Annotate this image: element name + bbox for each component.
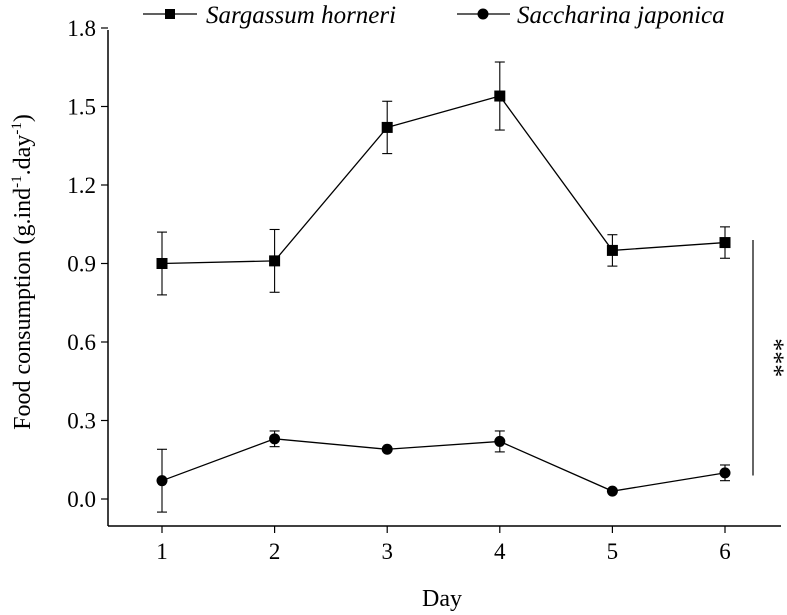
y-tick-label: 1.2 [67, 173, 96, 198]
series-line-sargassum-horneri [161, 95, 726, 265]
y-ticks: 0.0 0.3 0.6 0.9 1.2 1.5 1.8 [67, 16, 108, 512]
legend-marker-circle [477, 8, 489, 20]
x-tick-label: 6 [719, 539, 731, 564]
y-tick-label: 0.9 [67, 251, 96, 276]
x-tick-label: 1 [156, 539, 168, 564]
significance-label: *** [760, 338, 787, 377]
y-tick-label: 1.5 [67, 94, 96, 119]
data-point-circle [156, 475, 168, 487]
data-point-square [156, 257, 168, 269]
data-point-circle [719, 467, 731, 479]
data-point-circle [381, 443, 393, 455]
series-layer [156, 61, 731, 513]
x-tick-label: 3 [381, 539, 393, 564]
y-axis-label-end: ) [10, 114, 36, 122]
y-tick-label: 0.0 [67, 487, 96, 512]
y-axis-label-mid: .day [10, 135, 36, 176]
x-tick-label: 2 [269, 539, 281, 564]
y-tick-label: 0.3 [67, 408, 96, 433]
y-axis-label-sup2: -1 [9, 122, 25, 135]
legend: Sargassum horneri Saccharina japonica [143, 2, 725, 29]
data-point-circle [269, 433, 281, 445]
data-point-square [381, 121, 393, 133]
data-point-circle [606, 485, 618, 497]
series-line-saccharina-japonica [161, 438, 726, 492]
x-tick-label: 4 [494, 539, 506, 564]
x-axis-label: Day [422, 586, 462, 612]
y-axis-label-sup1: -1 [9, 175, 25, 188]
y-axis-label-base: Food consumption (g.ind [10, 188, 36, 430]
legend-label-sargassum: Sargassum horneri [206, 2, 396, 29]
x-ticks: 1 2 3 4 5 6 [156, 526, 731, 564]
y-axis-label: Food consumption (g.ind-1.day-1) [9, 114, 36, 430]
legend-label-saccharina: Saccharina japonica [517, 2, 725, 29]
data-point-square [719, 237, 731, 249]
y-tick-label: 1.8 [67, 16, 96, 41]
x-tick-label: 5 [607, 539, 619, 564]
y-tick-label: 0.6 [67, 330, 96, 355]
data-point-square [269, 255, 281, 267]
data-point-circle [494, 435, 506, 447]
legend-marker-square [165, 9, 175, 19]
data-point-square [606, 244, 618, 256]
data-point-square [494, 90, 506, 102]
